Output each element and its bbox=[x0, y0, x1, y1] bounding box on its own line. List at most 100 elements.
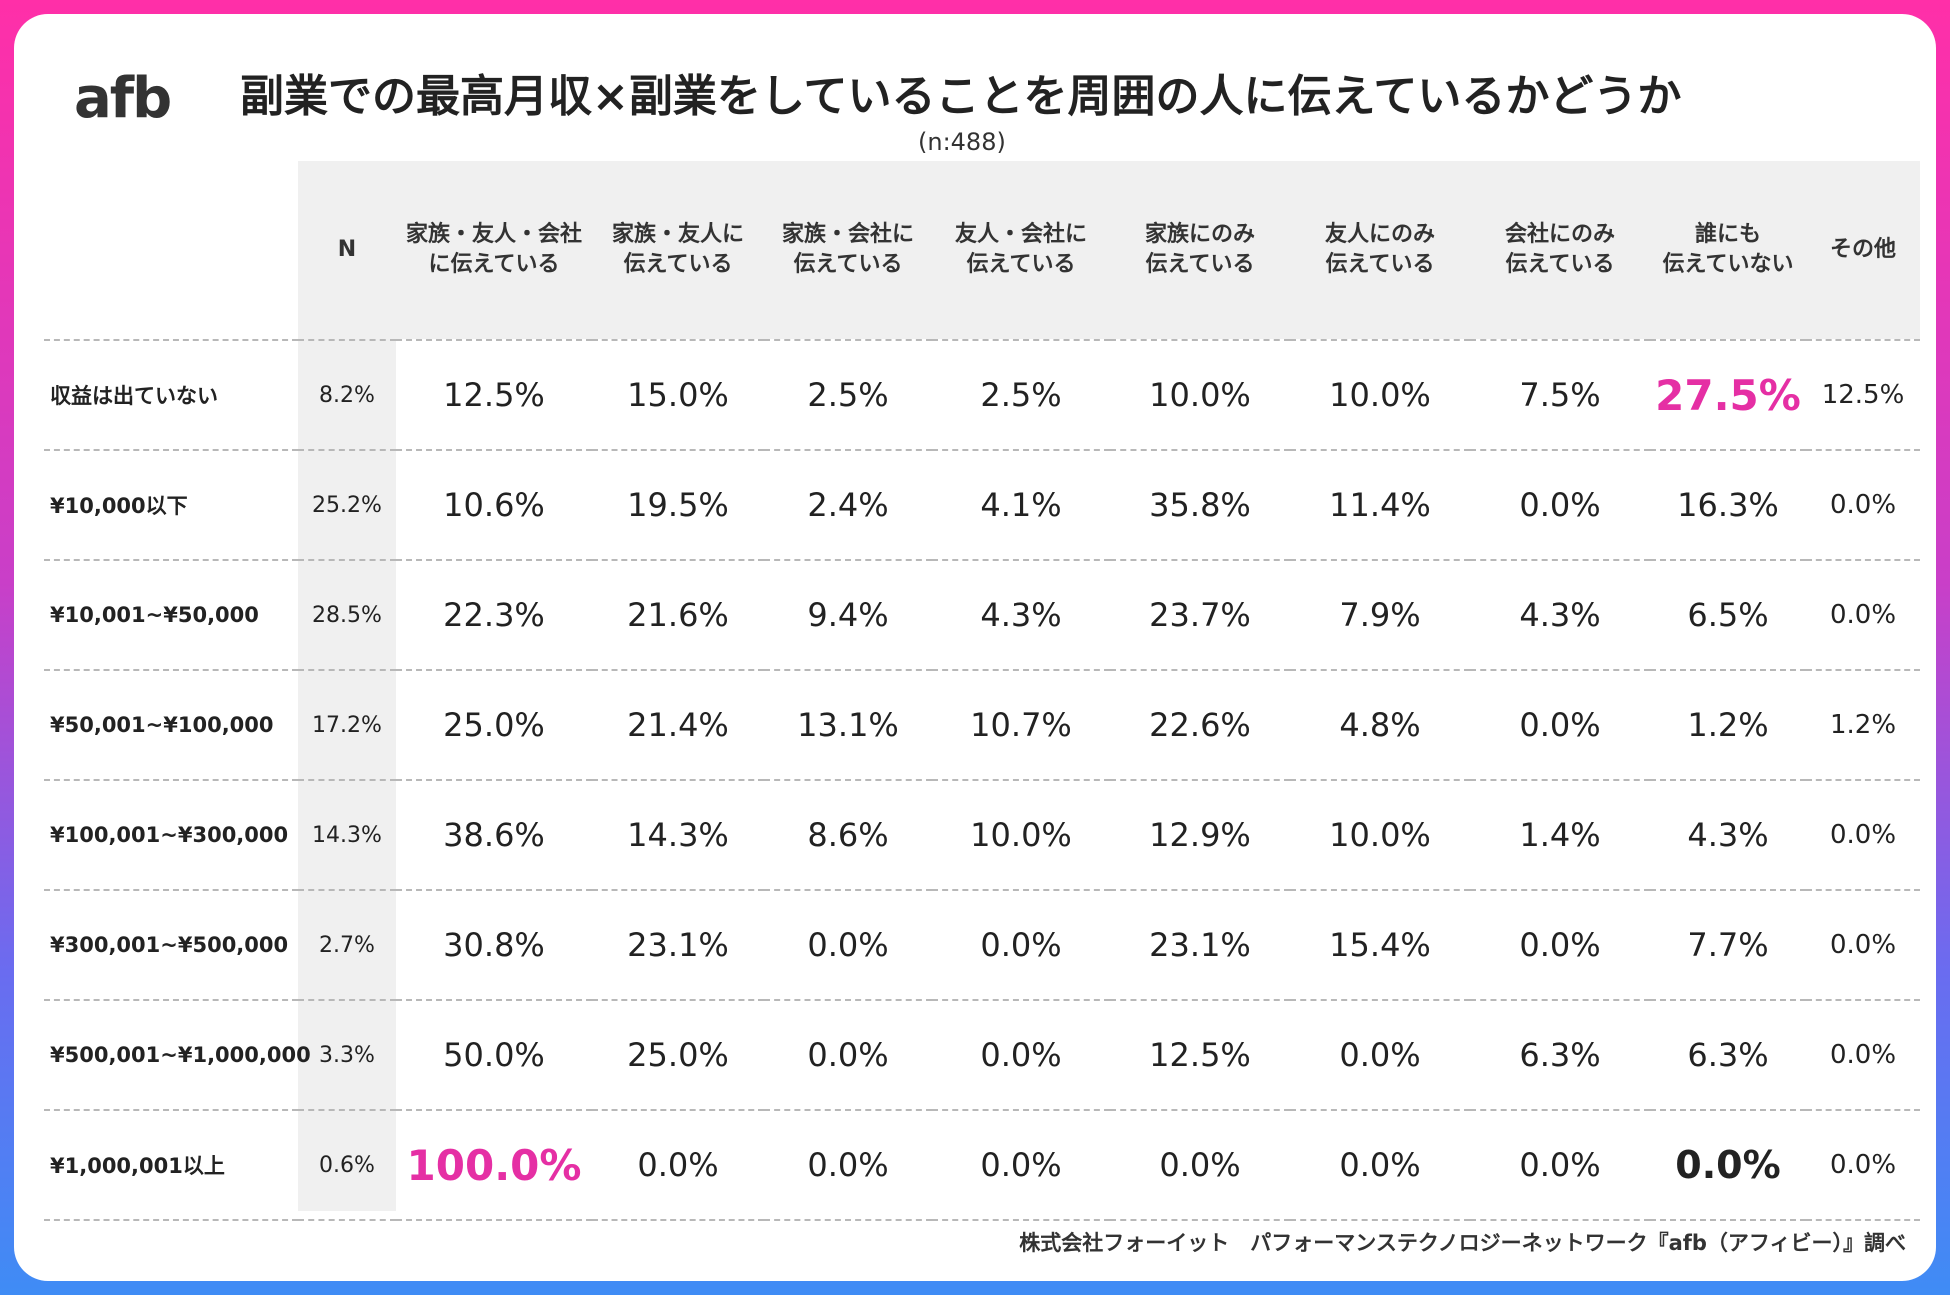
value-cell: 12.5% bbox=[1110, 1000, 1290, 1111]
value-cell: 0.0% bbox=[1806, 1000, 1920, 1111]
column-header: 誰にも 伝えていない bbox=[1650, 161, 1806, 341]
table-row: 収益は出ていない 8.2% 12.5% 15.0% 2.5% 2.5% 10.0% 10.0%… bbox=[44, 340, 1920, 451]
value-cell: 12.9% bbox=[1110, 780, 1290, 891]
column-header-line1: その他 bbox=[1829, 237, 1896, 263]
value-cell: 38.6% bbox=[396, 780, 592, 891]
source-note: 株式会社フォーイット パフォーマンステクノロジーネットワーク『afb（アフィビー… bbox=[1019, 1231, 1906, 1255]
column-header: 友人・会社に 伝えている bbox=[932, 161, 1110, 341]
value-cell: 19.5% bbox=[592, 450, 764, 561]
column-header-line1: 家族・友人・会社 bbox=[405, 222, 582, 248]
value-cell: 4.1% bbox=[932, 450, 1110, 561]
value-cell: 1.4% bbox=[1470, 780, 1650, 891]
n-cell: 17.2% bbox=[298, 670, 396, 781]
column-header: 会社にのみ 伝えている bbox=[1470, 161, 1650, 341]
column-header: その他 bbox=[1806, 161, 1920, 341]
value-cell: 12.5% bbox=[1806, 340, 1920, 451]
value-cell: 7.7% bbox=[1650, 890, 1806, 1001]
column-header: 家族にのみ伝えている bbox=[1110, 161, 1290, 341]
value-cell: 10.0% bbox=[1110, 340, 1290, 451]
value-cell: 10.6% bbox=[396, 450, 592, 561]
column-header-line1: 友人にのみ bbox=[1324, 222, 1435, 248]
value-cell: 22.6% bbox=[1110, 670, 1290, 781]
n-cell: 25.2% bbox=[298, 450, 396, 561]
value-cell: 22.3% bbox=[396, 560, 592, 671]
value-cell: 0.0% bbox=[1470, 890, 1650, 1001]
value-cell: 7.9% bbox=[1290, 560, 1470, 671]
value-cell: 0.0% bbox=[764, 1000, 932, 1111]
column-header-line1: N bbox=[337, 237, 357, 263]
value-cell: 25.0% bbox=[396, 670, 592, 781]
n-cell: 14.3% bbox=[298, 780, 396, 891]
table-row: ¥50,001~¥100,000 17.2% 25.0% 21.4% 13.1% 10.7… bbox=[44, 670, 1920, 781]
value-cell: 0.0% bbox=[932, 1110, 1110, 1221]
value-cell: 0.0% bbox=[1470, 450, 1650, 561]
value-cell: 2.5% bbox=[932, 340, 1110, 451]
value-cell: 21.4% bbox=[592, 670, 764, 781]
column-header-line2: に伝えている bbox=[428, 252, 560, 277]
table-row: ¥10,000以下 25.2% 10.6% 19.5% 2.4% 4.1% 35.8% 11.… bbox=[44, 450, 1920, 561]
table-row: ¥1,000,001以上 0.6% 100.0% 0.0% 0.0% 0.0% 0.0% 0.… bbox=[44, 1110, 1920, 1221]
value-cell: 15.0% bbox=[592, 340, 764, 451]
table-row: ¥300,001~¥500,000 2.7% 30.8% 23.1% 0.0% 0.0% 2… bbox=[44, 890, 1920, 1001]
value-cell: 0.0% bbox=[932, 890, 1110, 1001]
table-body: 収益は出ていない 8.2% 12.5% 15.0% 2.5% 2.5% 10.0% 10.0%… bbox=[44, 340, 1920, 1221]
value-cell: 4.3% bbox=[932, 560, 1110, 671]
value-cell: 0.0% bbox=[1470, 670, 1650, 781]
value-cell: 21.6% bbox=[592, 560, 764, 671]
column-header-line1: 友人・会社に bbox=[954, 222, 1087, 248]
row-label: 収益は出ていない bbox=[44, 340, 298, 451]
column-header-line2: 伝えている bbox=[1145, 252, 1255, 277]
value-cell: 6.5% bbox=[1650, 560, 1806, 671]
column-header: 友人にのみ 伝えている bbox=[1290, 161, 1470, 341]
row-label: ¥10,001~¥50,000 bbox=[44, 560, 298, 671]
sample-size: (n:488) bbox=[918, 128, 1006, 156]
n-cell: 0.6% bbox=[298, 1110, 396, 1221]
value-cell: 4.8% bbox=[1290, 670, 1470, 781]
value-cell: 0.0% bbox=[764, 890, 932, 1001]
row-label: ¥300,001~¥500,000 bbox=[44, 890, 298, 1001]
table-row: ¥10,001~¥50,000 28.5% 22.3% 21.6% 9.4% 4.3% 23… bbox=[44, 560, 1920, 671]
chart-title: 副業での最高月収×副業をしていることを周囲の人に伝えているかどうか bbox=[240, 71, 1682, 122]
value-cell: 1.2% bbox=[1806, 670, 1920, 781]
value-cell: 0.0% bbox=[1110, 1110, 1290, 1221]
value-cell: 1.2% bbox=[1650, 670, 1806, 781]
table-row: ¥500,001~¥1,000,000 3.3% 50.0% 25.0% 0.0% 0.0… bbox=[44, 1000, 1920, 1111]
value-cell: 2.4% bbox=[764, 450, 932, 561]
row-label: ¥100,001~¥300,000 bbox=[44, 780, 298, 891]
value-cell: 13.1% bbox=[764, 670, 932, 781]
value-cell: 35.8% bbox=[1110, 450, 1290, 561]
column-header-line2: 伝えていない bbox=[1662, 252, 1794, 277]
value-cell: 9.4% bbox=[764, 560, 932, 671]
value-cell: 14.3% bbox=[592, 780, 764, 891]
value-cell: 0.0% bbox=[1806, 780, 1920, 891]
value-cell: 6.3% bbox=[1470, 1000, 1650, 1111]
value-cell: 10.7% bbox=[932, 670, 1110, 781]
value-cell: 4.3% bbox=[1470, 560, 1650, 671]
value-cell: 8.6% bbox=[764, 780, 932, 891]
column-header-line2: 伝えている bbox=[966, 252, 1076, 277]
value-cell: 7.5% bbox=[1470, 340, 1650, 451]
column-header-line1: 誰にも bbox=[1694, 222, 1761, 248]
value-cell: 0.0% bbox=[1290, 1110, 1470, 1221]
cross-tab-table: N 家族・友人・会社 に伝えている 家族・友人に 伝えている 家族・会社に 伝えている 友人・… bbox=[44, 161, 1920, 1221]
header-row: N 家族・友人・会社 に伝えている 家族・友人に 伝えている 家族・会社に 伝えている 友人・… bbox=[44, 161, 1920, 341]
value-cell: 0.0% bbox=[592, 1110, 764, 1221]
value-cell: 23.1% bbox=[1110, 890, 1290, 1001]
row-label: ¥1,000,001以上 bbox=[44, 1110, 298, 1221]
value-cell: 0.0% bbox=[1806, 890, 1920, 1001]
header-corner bbox=[44, 161, 298, 341]
table-row: ¥100,001~¥300,000 14.3% 38.6% 14.3% 8.6% 10.0… bbox=[44, 780, 1920, 891]
value-cell: 0.0% bbox=[1806, 1110, 1920, 1221]
value-cell: 10.0% bbox=[932, 780, 1110, 891]
column-header: 家族・友人に 伝えている bbox=[592, 161, 764, 341]
value-cell: 0.0% bbox=[764, 1110, 932, 1221]
column-header-line1: 家族にのみ bbox=[1144, 222, 1255, 248]
value-cell: 10.0% bbox=[1290, 340, 1470, 451]
column-header-line1: 家族・友人に bbox=[611, 222, 744, 248]
value-cell: 0.0% bbox=[1806, 560, 1920, 671]
value-cell: 0.0% bbox=[932, 1000, 1110, 1111]
column-header: N bbox=[298, 161, 396, 341]
chart-card: afb 副業での最高月収×副業をしていることを周囲の人に伝えているかどうか (n… bbox=[14, 14, 1936, 1281]
column-header-line2: 伝えている bbox=[793, 252, 903, 277]
n-cell: 28.5% bbox=[298, 560, 396, 671]
